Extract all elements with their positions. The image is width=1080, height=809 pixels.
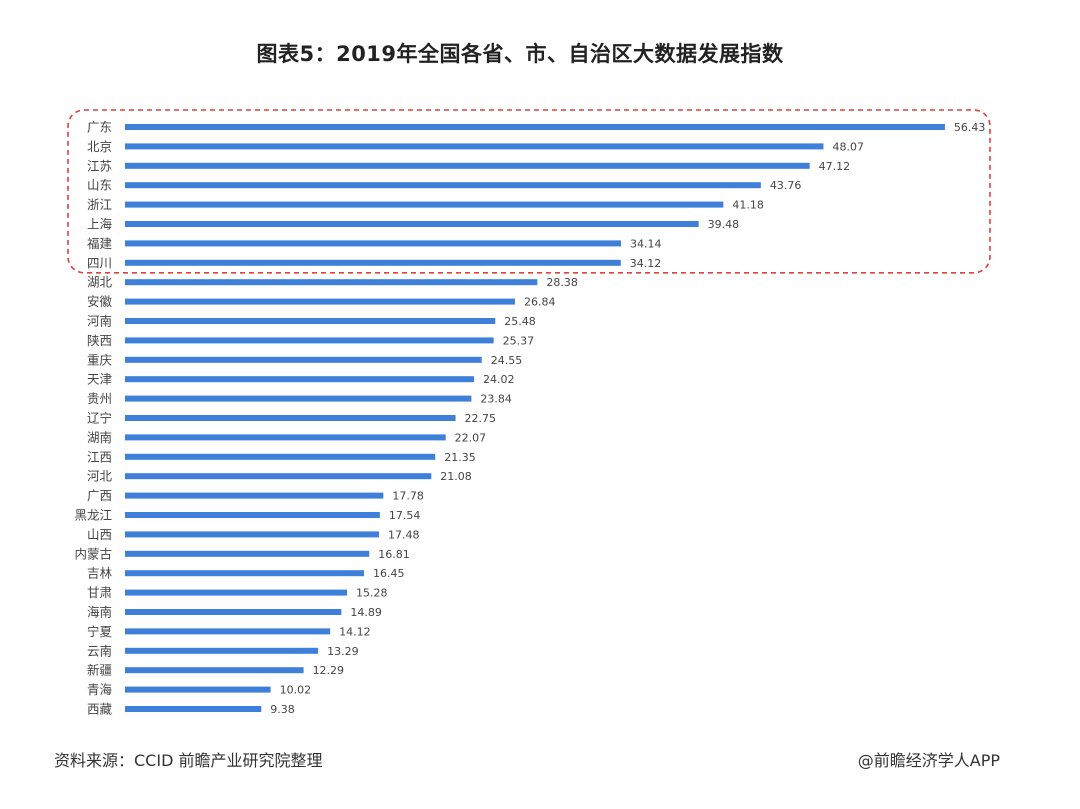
category-label: 海南 [87,605,112,620]
category-label: 河北 [87,469,113,484]
bar [125,298,515,305]
value-label: 22.75 [465,412,497,425]
bar [125,453,436,460]
bar [125,550,370,557]
value-label: 26.84 [524,296,556,309]
category-label: 河南 [87,314,112,329]
bar [125,162,810,169]
bar [125,531,379,538]
bar [125,609,342,615]
bar [125,686,271,693]
bar [125,473,432,480]
category-label: 重庆 [87,352,113,367]
bar [125,182,761,189]
value-label: 17.78 [392,490,424,503]
category-label: 西藏 [87,702,113,717]
bar [125,570,365,577]
value-label: 24.02 [483,373,515,386]
value-label: 15.28 [356,587,388,600]
bar [125,143,824,150]
category-label: 福建 [87,236,113,251]
value-label: 41.18 [732,199,764,212]
bar [125,706,262,712]
value-label: 14.12 [339,625,371,638]
bar [125,647,319,654]
category-label: 广东 [87,120,112,135]
highlight-box [67,109,991,274]
value-label: 21.08 [440,470,472,483]
value-label: 25.48 [504,315,535,328]
category-label: 山西 [87,527,112,542]
bar [125,628,331,635]
value-label: 22.07 [455,431,487,444]
value-label: 10.02 [280,684,312,697]
category-label: 江西 [87,449,112,464]
bar [125,337,494,344]
category-label: 陕西 [87,333,112,348]
category-label: 山东 [87,178,112,193]
value-label: 25.37 [503,334,535,347]
category-label: 安徽 [87,294,113,309]
value-label: 39.48 [708,218,740,231]
bar [125,221,699,227]
category-label: 上海 [87,217,113,232]
category-label: 广西 [87,488,112,503]
value-label: 21.35 [444,451,476,464]
bar [125,395,472,402]
credit-note: @前瞻经济学人APP [857,751,1000,770]
category-label: 贵州 [87,391,112,406]
value-label: 47.12 [819,160,851,173]
category-label: 浙江 [87,197,112,212]
bar [125,259,621,266]
value-label: 16.45 [373,567,405,580]
category-label: 四川 [87,255,112,270]
bar [125,492,384,499]
value-label: 34.14 [630,237,662,250]
bar [125,376,475,383]
bar [125,201,724,208]
category-label: 天津 [87,372,112,387]
bar [125,512,380,518]
category-label: 云南 [87,643,112,658]
category-label: 江苏 [87,158,112,173]
category-label: 甘肃 [87,585,112,600]
value-label: 24.55 [491,354,523,367]
bar [125,356,482,363]
bar [125,124,945,130]
bar [125,318,496,324]
category-label: 吉林 [87,566,113,581]
bar [125,434,446,441]
source-note: 资料来源：CCID 前瞻产业研究院整理 [54,751,323,770]
value-label: 23.84 [480,393,512,406]
bar [125,667,304,674]
bar [125,240,622,247]
category-label: 湖北 [87,275,113,290]
category-label: 辽宁 [87,411,112,426]
value-label: 14.89 [350,606,382,619]
chart-title: 图表5：2019年全国各省、市、自治区大数据发展指数 [256,42,784,66]
category-label: 湖南 [87,430,112,445]
value-label: 12.29 [313,664,345,677]
value-label: 43.76 [770,179,802,192]
category-label: 北京 [87,139,112,154]
value-label: 17.54 [389,509,421,522]
bar [125,589,348,596]
value-label: 48.07 [832,140,864,153]
bar [125,279,538,286]
value-label: 9.38 [270,703,295,716]
value-label: 13.29 [327,645,359,658]
category-label: 新疆 [87,663,112,678]
bar [125,415,456,421]
category-label: 黑龙江 [74,508,112,523]
value-label: 17.48 [388,528,420,541]
category-label: 内蒙古 [74,546,112,561]
value-label: 28.38 [546,276,578,289]
value-label: 16.81 [378,548,410,561]
value-label: 56.43 [954,121,986,134]
value-label: 34.12 [630,257,662,270]
category-label: 青海 [87,682,113,697]
category-label: 宁夏 [87,624,113,639]
